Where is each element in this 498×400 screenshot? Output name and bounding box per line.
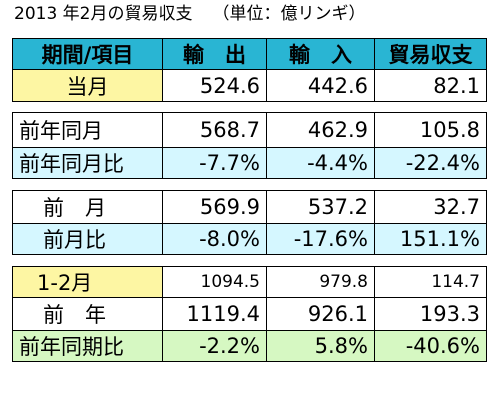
table-row: 当月 524.6 442.6 82.1 [12,69,487,102]
balance-value: 193.3 [374,297,487,331]
table-row: 前 年 1119.4 926.1 193.3 [12,297,487,331]
header-row: 期間/項目 輸 出 輸 入 貿易収支 [12,38,487,70]
exports-change: -8.0% [162,223,267,255]
row-label: 前月比 [12,223,163,255]
exports-value: 568.7 [162,112,267,148]
imports-change: -4.4% [266,147,375,179]
table-row: 前年同月比 -7.7% -4.4% -22.4% [12,147,487,179]
table-row: 前 月 569.9 537.2 32.7 [12,190,487,224]
exports-change: -7.7% [162,147,267,179]
balance-value: 32.7 [374,190,487,224]
title-unit: （単位：億リンギ） [212,4,366,24]
imports-value: 926.1 [266,297,375,331]
imports-value: 537.2 [266,190,375,224]
table-row: 前年同月 568.7 462.9 105.8 [12,112,487,148]
table-title: 2013 年2月の貿易収支 （単位：億リンギ） [14,2,494,26]
exports-value: 524.6 [162,69,267,102]
imports-change: -17.6% [266,223,375,255]
table-row: 1-2月 1094.5 979.8 114.7 [12,266,487,298]
title-main: 2013 年2月の貿易収支 [14,4,193,24]
row-label: 当月 [12,69,163,102]
header-period: 期間/項目 [12,38,163,70]
balance-change: -22.4% [374,147,487,179]
header-imports: 輸 入 [266,38,375,70]
exports-value: 569.9 [162,190,267,224]
row-label: 前年同月 [12,112,163,148]
balance-change: -40.6% [374,330,487,362]
trade-table-ytd: 1-2月 1094.5 979.8 114.7 前 年 1119.4 926.1… [12,266,487,362]
balance-value: 114.7 [374,266,487,298]
imports-value: 979.8 [266,266,375,298]
balance-value: 105.8 [374,112,487,148]
balance-change: 151.1% [374,223,487,255]
trade-table-year-ago: 前年同月 568.7 462.9 105.8 前年同月比 -7.7% -4.4%… [12,112,487,179]
row-label: 前年同期比 [12,330,163,362]
imports-value: 442.6 [266,69,375,102]
trade-table-prev-month: 前 月 569.9 537.2 32.7 前月比 -8.0% -17.6% 15… [12,190,487,255]
table-row: 前月比 -8.0% -17.6% 151.1% [12,223,487,255]
exports-value: 1094.5 [162,266,267,298]
row-label: 前年同月比 [12,147,163,179]
imports-change: 5.8% [266,330,375,362]
balance-value: 82.1 [374,69,487,102]
trade-table-current: 期間/項目 輸 出 輸 入 貿易収支 当月 524.6 442.6 82.1 [12,38,487,102]
exports-value: 1119.4 [162,297,267,331]
header-exports: 輸 出 [162,38,267,70]
table-row: 前年同期比 -2.2% 5.8% -40.6% [12,330,487,362]
row-label: 前 年 [12,297,163,331]
exports-change: -2.2% [162,330,267,362]
header-balance: 貿易収支 [374,38,487,70]
row-label: 前 月 [12,190,163,224]
row-label: 1-2月 [12,266,163,298]
imports-value: 462.9 [266,112,375,148]
